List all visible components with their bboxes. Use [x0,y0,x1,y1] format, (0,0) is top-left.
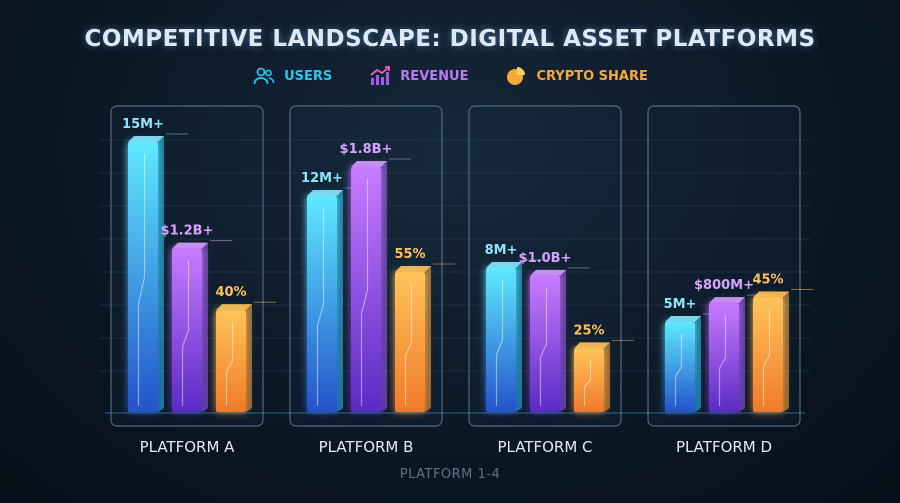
bar-circuit-line [674,334,683,406]
bar-top [216,304,252,311]
bar-revenue [709,303,739,412]
bar-circuit-line [181,260,190,406]
legend-label-crypto-share: CRYPTO SHARE [536,68,648,84]
bar-top [395,266,431,272]
bar-circuit-line [718,315,727,406]
category-label: PLATFORM B [319,438,414,456]
category-label: PLATFORM C [497,438,592,456]
data-label: 25% [573,323,604,338]
category-label: PLATFORM A [140,438,236,456]
bar-top [530,269,566,276]
bar-top [128,136,164,142]
bar-revenue [172,248,202,412]
revenue-chart-icon [370,66,391,85]
bar-circuit-line [225,322,234,406]
data-label: 40% [215,285,246,300]
bar-top [665,316,701,322]
bar-top [307,190,343,196]
x-axis-label: PLATFORM 1-4 [399,467,501,482]
data-label: 8M+ [485,243,518,258]
bar-users [486,268,516,412]
bar-side [695,316,701,412]
data-label: $800M+ [694,278,754,293]
data-label: 45% [752,272,783,287]
bar-circuit-line [316,208,325,406]
pie-chart-icon [507,67,526,85]
bar-side [783,291,789,412]
bar-side [604,342,610,412]
data-label: $1.0B+ [519,251,572,266]
bar-side [425,266,431,412]
bar-users [307,196,337,412]
bar-top [709,297,745,304]
chart-title: COMPETITIVE LANDSCAPE: DIGITAL ASSET PLA… [84,26,816,52]
bar-side [739,297,745,412]
legend-item-users: USERS [252,64,332,88]
users-icon [253,67,275,85]
bar-circuit-line [495,280,504,406]
bar-crypto-share [574,348,604,412]
bar-users [665,322,695,412]
bar-side [560,269,566,412]
bar-top [574,342,610,349]
data-label: 12M+ [301,171,343,186]
bar-top [753,291,789,298]
bar-circuit-line [762,309,771,406]
data-label: 15M+ [122,117,164,132]
category-label: PLATFORM D [676,438,772,456]
bar-side [202,242,208,412]
bar-circuit-line [404,284,413,406]
bar-circuit-line [137,154,146,406]
bar-side [246,304,252,412]
bar-side [337,190,343,412]
bar-circuit-line [539,287,548,406]
bar-side [381,161,387,412]
data-label: $1.8B+ [340,142,393,157]
data-label: 5M+ [664,297,697,312]
legend-item-revenue: REVENUE [368,64,468,88]
legend-label-users: USERS [284,68,333,84]
bar-circuit-line [583,360,592,406]
legend-label-revenue: REVENUE [400,68,469,84]
bar-revenue [530,275,560,412]
legend: USERS REVENUE CRYPTO SHARE [0,64,900,88]
bar-side [158,136,164,412]
bar-top [172,242,208,249]
bar-revenue [351,167,381,412]
bar-crypto-share [753,297,783,412]
bar-crypto-share [216,310,246,412]
bar-crypto-share [395,272,425,412]
data-label: 55% [394,247,425,262]
data-label: $1.2B+ [161,224,214,239]
bar-circuit-line [360,179,369,406]
bar-top [351,161,387,167]
bar-users [128,142,158,412]
bar-side [516,262,522,412]
legend-item-crypto-share: CRYPTO SHARE [504,64,648,88]
bar-top [486,262,522,268]
